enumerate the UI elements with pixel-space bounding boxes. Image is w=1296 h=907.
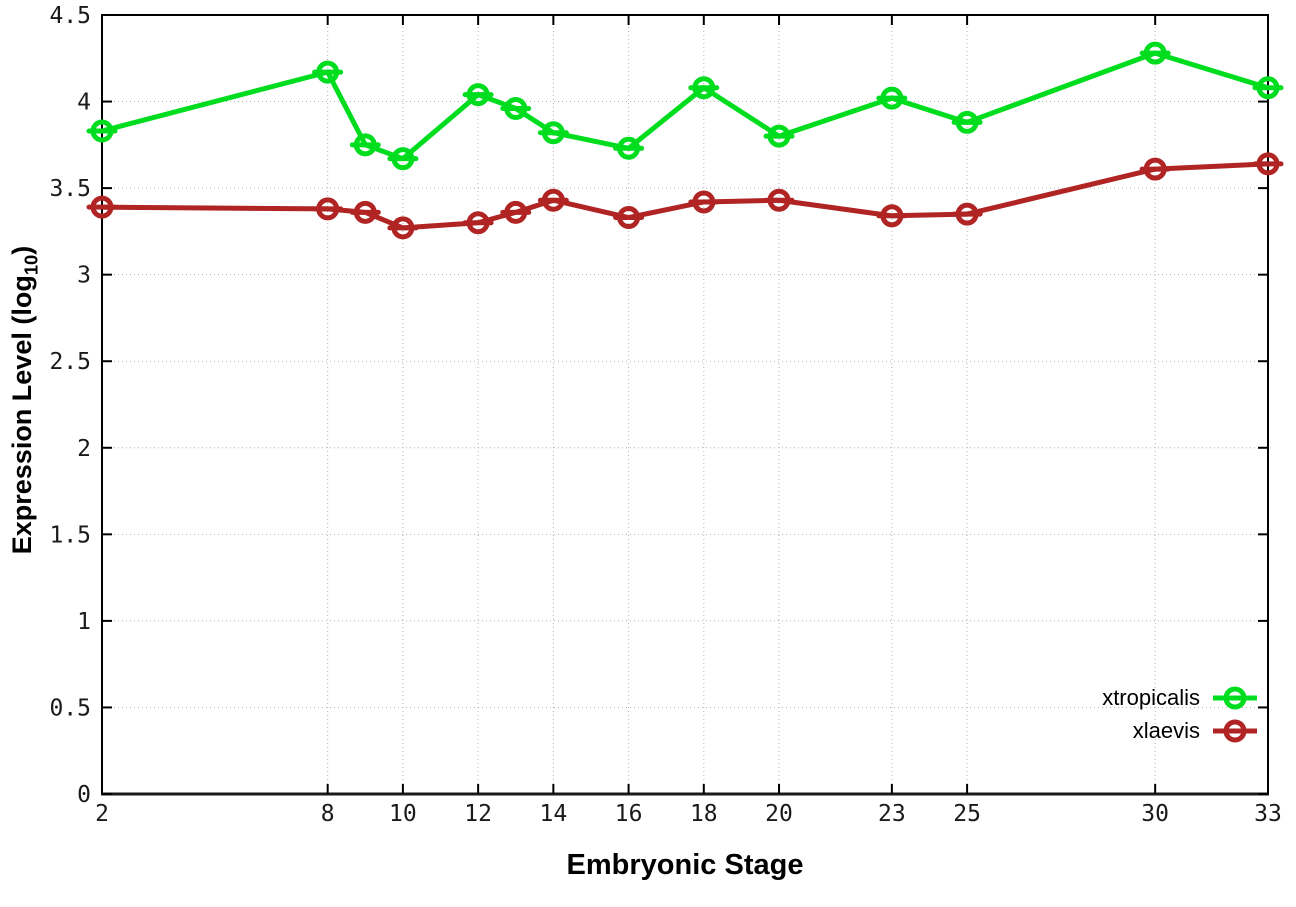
y-tick-label: 2	[77, 436, 91, 462]
data-point-marker-xtropicalis	[1256, 76, 1280, 100]
y-axis-title: Expression Level (log10)	[6, 246, 47, 555]
data-point-marker-xlaevis	[880, 204, 904, 228]
x-tick-label: 25	[953, 801, 981, 827]
data-point-marker-xtropicalis	[466, 83, 490, 107]
y-tick-label: 1	[77, 609, 91, 635]
y-axis-title-text: Expression Level (log	[7, 275, 37, 555]
x-axis-title: Embryonic Stage	[566, 849, 804, 881]
data-point-marker-xlaevis	[955, 202, 979, 226]
data-point-marker-xlaevis	[391, 216, 415, 240]
data-point-marker-xtropicalis	[617, 136, 641, 160]
data-point-marker-xlaevis	[1143, 157, 1167, 181]
data-point-marker-xtropicalis	[880, 86, 904, 110]
data-point-marker-xtropicalis	[692, 76, 716, 100]
legend-marker-icon	[1213, 686, 1257, 709]
y-tick-label: 1.5	[49, 522, 91, 548]
data-point-marker-xlaevis	[504, 200, 528, 224]
legend-marker-icon	[1213, 719, 1257, 742]
data-point-marker-xtropicalis	[767, 124, 791, 148]
x-tick-label: 14	[540, 801, 568, 827]
legend-label: xtropicalis	[1102, 684, 1200, 710]
y-tick-label: 3.5	[49, 176, 91, 202]
data-point-marker-xlaevis	[466, 211, 490, 235]
x-tick-label: 30	[1141, 801, 1169, 827]
data-point-marker-xlaevis	[316, 197, 340, 221]
data-point-marker-xlaevis	[617, 206, 641, 230]
x-tick-label: 23	[878, 801, 906, 827]
x-tick-label: 18	[690, 801, 718, 827]
legend-label: xlaevis	[1132, 717, 1200, 743]
data-point-marker-xtropicalis	[541, 121, 565, 145]
y-axis-title-subscript: 10	[20, 254, 42, 276]
x-tick-label: 33	[1254, 801, 1282, 827]
x-tick-label: 2	[95, 801, 109, 827]
data-point-marker-xtropicalis	[955, 110, 979, 134]
data-point-marker-xtropicalis	[391, 147, 415, 171]
x-tick-label: 12	[464, 801, 492, 827]
data-point-marker-xlaevis	[1256, 152, 1280, 176]
x-tick-label: 10	[389, 801, 417, 827]
x-tick-label: 8	[321, 801, 335, 827]
data-point-marker-xtropicalis	[90, 119, 114, 143]
y-tick-label: 4.5	[49, 3, 91, 29]
data-point-marker-xtropicalis	[1143, 41, 1167, 65]
data-point-marker-xlaevis	[767, 188, 791, 212]
data-point-marker-xtropicalis	[504, 96, 528, 120]
y-tick-label: 2.5	[49, 349, 91, 375]
y-tick-label: 0	[77, 782, 91, 808]
y-tick-label: 3	[77, 263, 91, 289]
data-point-marker-xlaevis	[353, 200, 377, 224]
data-point-marker-xlaevis	[541, 188, 565, 212]
x-tick-label: 16	[615, 801, 643, 827]
y-axis-title-close: )	[7, 245, 37, 255]
data-point-marker-xtropicalis	[316, 60, 340, 84]
legend-item-xlaevis: xlaevis	[938, 714, 1258, 747]
data-point-marker-xlaevis	[692, 190, 716, 214]
y-tick-label: 4	[77, 90, 91, 116]
legend: xtropicalis xlaevis	[938, 681, 1258, 747]
series-line-xlaevis	[99, 161, 1271, 231]
data-point-marker-xlaevis	[90, 195, 114, 219]
plot-border	[101, 14, 1269, 795]
legend-item-xtropicalis: xtropicalis	[938, 681, 1258, 714]
x-tick-label: 20	[765, 801, 793, 827]
data-point-marker-xtropicalis	[353, 133, 377, 157]
series-line-xtropicalis	[99, 50, 1271, 162]
y-tick-label: 0.5	[49, 695, 91, 721]
